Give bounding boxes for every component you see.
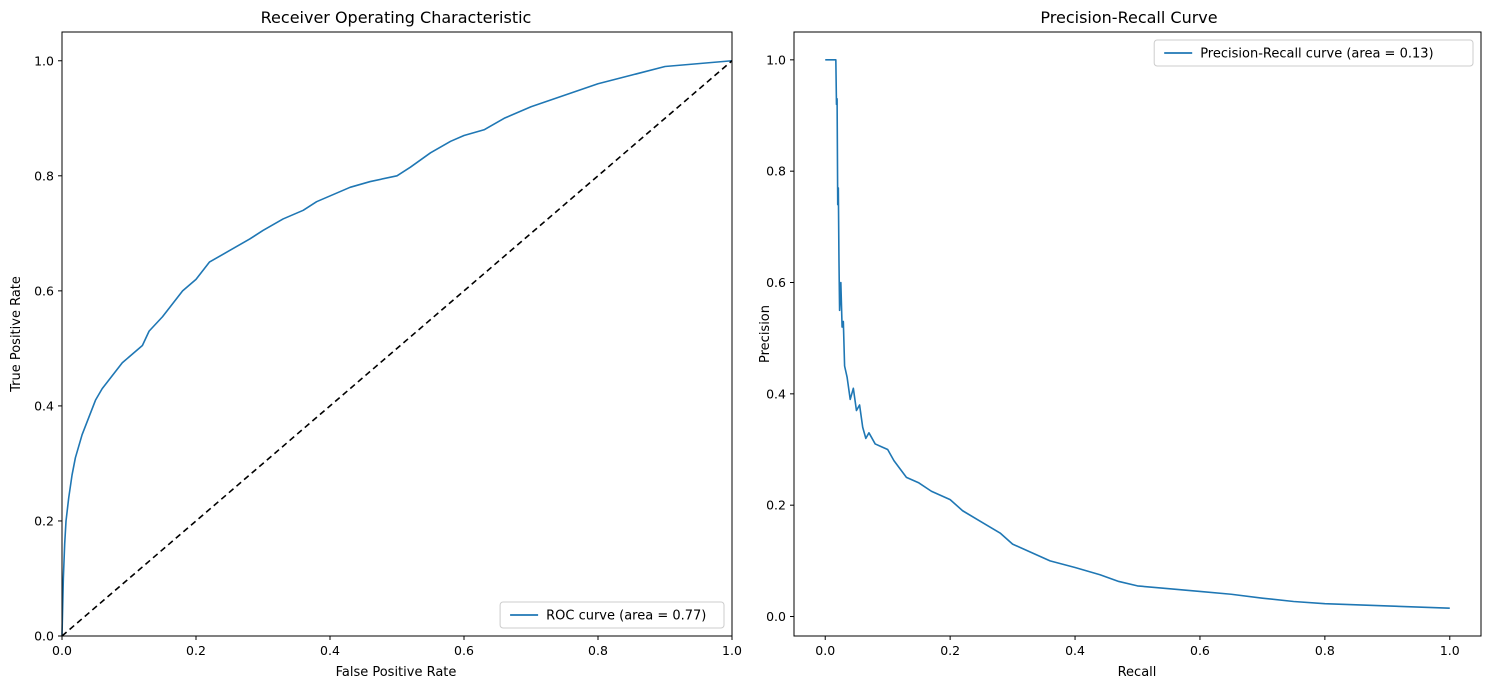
roc-y-tick-label: 0.2 (34, 513, 54, 528)
pr-axes-frame (793, 31, 1482, 637)
roc-legend: ROC curve (area = 0.77) (499, 601, 725, 629)
roc-x-tick-label: 0.6 (454, 643, 474, 658)
roc-panel: Receiver Operating Characteristic 0.0 0.2… (9, 8, 742, 680)
pr-x-tick-label: 0.0 (815, 643, 835, 658)
pr-title: Precision-Recall Curve (1040, 8, 1217, 27)
roc-title: Receiver Operating Characteristic (261, 8, 532, 27)
roc-axes-frame (61, 31, 733, 637)
pr-x-tick-label: 1.0 (1440, 643, 1460, 658)
pr-y-label: Precision (758, 305, 773, 363)
pr-y-tick-label: 0.6 (766, 275, 786, 290)
roc-y-label: True Positive Rate (9, 276, 24, 393)
pr-legend-label: Precision-Recall curve (area = 0.13) (1200, 47, 1433, 62)
roc-x-tick-label: 0.4 (320, 643, 340, 658)
roc-x-label: False Positive Rate (336, 665, 457, 680)
pr-x-label: Recall (1118, 665, 1157, 680)
pr-x-tick-label: 0.8 (1315, 643, 1335, 658)
pr-legend: Precision-Recall curve (area = 0.13) (1153, 39, 1474, 67)
roc-x-tick-label: 1.0 (722, 643, 742, 658)
pr-plot-lines (825, 59, 1450, 609)
pr-x-tick-label: 0.2 (940, 643, 960, 658)
roc-y-tick-label: 0.0 (34, 629, 54, 644)
roc-y-tick-label: 0.8 (34, 168, 54, 183)
roc-ticks: 0.0 0.2 0.4 0.6 0.8 1.0 0.0 0.2 0.4 0.6 0.8 1.0 (34, 53, 742, 658)
pr-y-tick-label: 0.2 (766, 498, 786, 513)
roc-series-line-1 (61, 60, 733, 637)
roc-y-tick-label: 0.4 (34, 398, 54, 413)
roc-x-tick-label: 0.0 (52, 643, 72, 658)
pr-x-tick-label: 0.4 (1065, 643, 1085, 658)
roc-plot-lines (61, 59, 733, 637)
pr-y-tick-label: 0.0 (766, 609, 786, 624)
pr-series-line-0 (825, 59, 1450, 609)
roc-x-tick-label: 0.2 (186, 643, 206, 658)
pr-y-tick-label: 0.8 (766, 164, 786, 179)
roc-y-tick-label: 0.6 (34, 283, 54, 298)
pr-y-tick-label: 1.0 (766, 52, 786, 67)
roc-legend-label: ROC curve (area = 0.77) (546, 609, 706, 624)
pr-ticks: 0.0 0.2 0.4 0.6 0.8 1.0 0.0 0.2 0.4 0.6 0.8 1.0 (766, 52, 1460, 658)
pr-legend-box (1153, 39, 1474, 67)
pr-x-tick-label: 0.6 (1190, 643, 1210, 658)
pr-y-tick-label: 0.4 (766, 386, 786, 401)
roc-x-tick-label: 0.8 (588, 643, 608, 658)
roc-legend-box (499, 601, 725, 629)
roc-series-line-0 (61, 59, 733, 637)
roc-y-tick-label: 1.0 (34, 53, 54, 68)
pr-panel: Precision-Recall Curve 0.0 0.2 0.4 0.6 0.8 1.… (758, 8, 1482, 680)
